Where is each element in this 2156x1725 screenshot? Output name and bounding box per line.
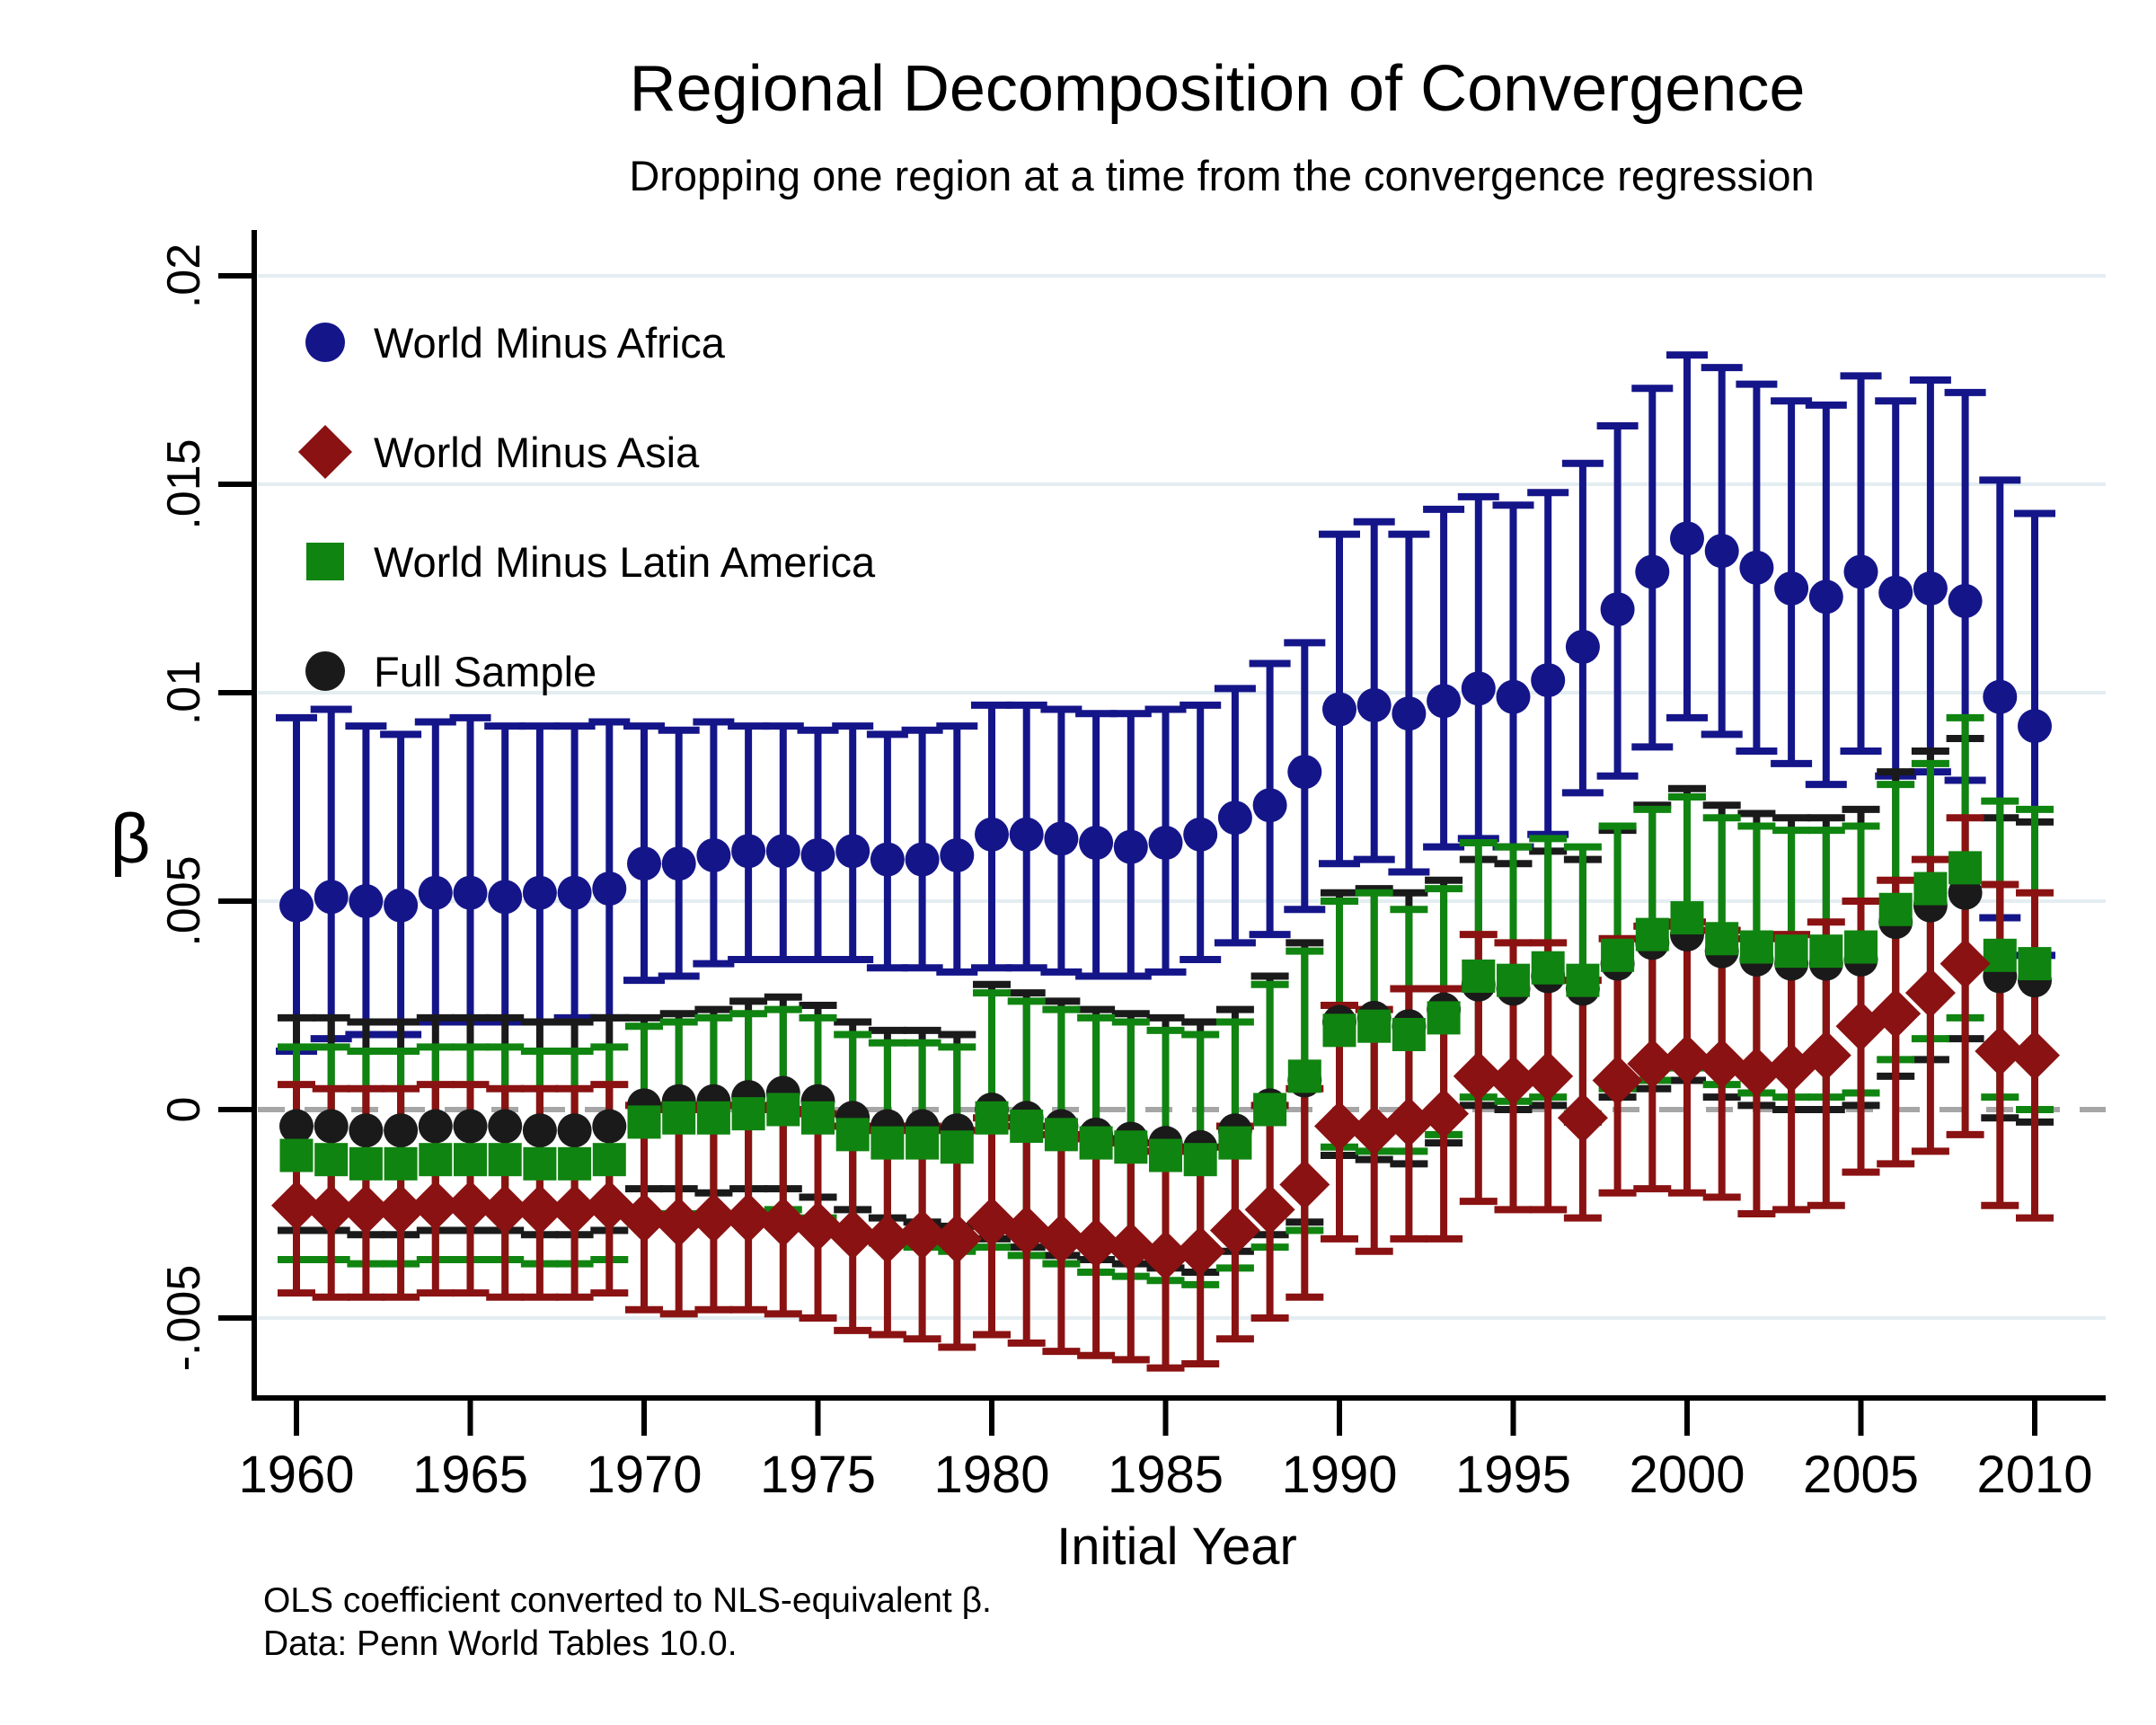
y-tick-label: .01	[158, 659, 210, 726]
x-tick-label: 1980	[933, 1446, 1050, 1504]
circle-marker-icon	[296, 314, 354, 371]
footnote-method: OLS coefficient converted to NLS-equival…	[263, 1581, 992, 1620]
circle-marker-icon	[296, 642, 354, 700]
legend-item-world-minus-latin-america: World Minus Latin America	[296, 507, 875, 616]
legend-label: World Minus Africa	[374, 318, 725, 367]
x-tick-label: 1990	[1281, 1446, 1398, 1504]
legend-item-world-minus-africa: World Minus Africa	[296, 288, 875, 397]
y-tick-label: .02	[158, 243, 210, 309]
x-tick-label: 2000	[1629, 1446, 1745, 1504]
x-tick-label: 1965	[411, 1446, 529, 1504]
legend-label: World Minus Asia	[374, 428, 700, 476]
chart-subtitle: Dropping one region at a time from the c…	[629, 152, 1815, 199]
y-tick-label: .005	[158, 855, 210, 947]
legend-label: World Minus Latin America	[374, 537, 876, 586]
markers-world-minus-asia	[271, 938, 2060, 1281]
y-tick-label: .015	[158, 438, 210, 530]
legend-item-world-minus-asia: World Minus Asia	[296, 397, 875, 507]
chart-title: Regional Decomposition of Convergence	[629, 53, 1806, 125]
diamond-marker-icon	[296, 423, 354, 481]
x-tick-label: 1970	[586, 1446, 702, 1504]
markers-world-minus-latin-america	[279, 851, 2052, 1181]
y-tick-label: -.005	[158, 1264, 210, 1372]
x-axis-title: Initial Year	[1056, 1517, 1297, 1576]
x-tick-label: 2005	[1802, 1446, 1920, 1504]
x-tick-label: 1985	[1107, 1446, 1224, 1504]
markers-world-minus-africa	[279, 521, 2052, 923]
y-tick-label: 0	[158, 1096, 210, 1123]
square-marker-icon	[296, 533, 354, 590]
legend: World Minus Africa World Minus Asia World …	[296, 288, 875, 726]
x-tick-label: 2010	[1976, 1446, 2093, 1504]
footnote-source: Data: Penn World Tables 10.0.	[263, 1624, 738, 1663]
legend-item-full-sample: Full Sample	[296, 616, 875, 726]
x-tick-label: 1995	[1454, 1446, 1572, 1504]
y-axis-title: β	[110, 799, 151, 878]
x-tick-label: 1960	[238, 1446, 355, 1504]
legend-label: Full Sample	[374, 647, 597, 695]
x-tick-label: 1975	[759, 1446, 877, 1504]
